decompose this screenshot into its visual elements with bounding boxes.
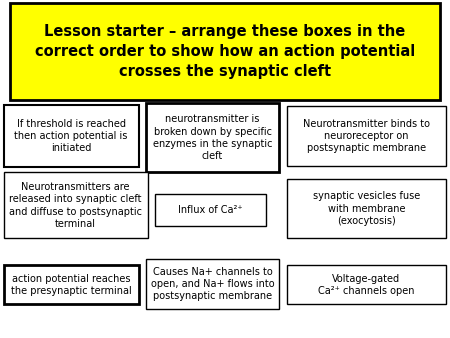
FancyBboxPatch shape <box>287 265 446 304</box>
FancyBboxPatch shape <box>4 172 148 238</box>
FancyBboxPatch shape <box>287 179 446 238</box>
FancyBboxPatch shape <box>4 105 139 167</box>
Text: action potential reaches
the presynaptic terminal: action potential reaches the presynaptic… <box>11 273 131 296</box>
FancyBboxPatch shape <box>10 3 440 100</box>
Text: Influx of Ca²⁺: Influx of Ca²⁺ <box>178 206 243 215</box>
Text: Causes Na+ channels to
open, and Na+ flows into
postsynaptic membrane: Causes Na+ channels to open, and Na+ flo… <box>151 267 274 301</box>
Text: Neurotransmitter binds to
neuroreceptor on
postsynaptic membrane: Neurotransmitter binds to neuroreceptor … <box>303 119 430 153</box>
FancyBboxPatch shape <box>287 106 446 166</box>
Text: If threshold is reached
then action potential is
initiated: If threshold is reached then action pote… <box>14 119 128 153</box>
FancyBboxPatch shape <box>146 259 279 309</box>
Text: Lesson starter – arrange these boxes in the
correct order to show how an action : Lesson starter – arrange these boxes in … <box>35 24 415 79</box>
FancyBboxPatch shape <box>155 194 266 226</box>
FancyBboxPatch shape <box>146 103 279 172</box>
Text: synaptic vesicles fuse
with membrane
(exocytosis): synaptic vesicles fuse with membrane (ex… <box>313 191 420 226</box>
Text: neurotransmitter is
broken down by specific
enzymes in the synaptic
cleft: neurotransmitter is broken down by speci… <box>153 114 272 161</box>
Text: Voltage-gated
Ca²⁺ channels open: Voltage-gated Ca²⁺ channels open <box>318 273 414 296</box>
FancyBboxPatch shape <box>4 265 139 304</box>
Text: Neurotransmitters are
released into synaptic cleft
and diffuse to postsynaptic
t: Neurotransmitters are released into syna… <box>9 182 142 229</box>
